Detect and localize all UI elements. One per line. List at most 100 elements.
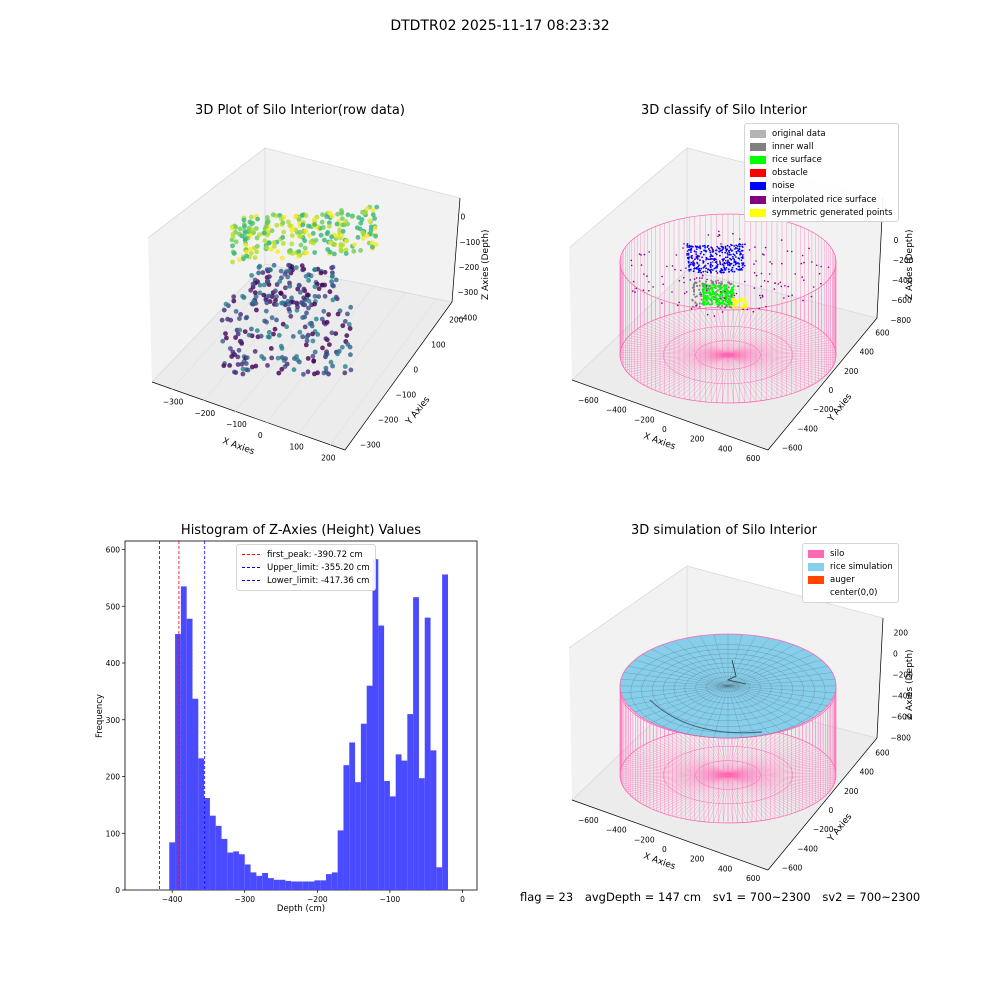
- panel2-y-tick-3: 0: [829, 386, 834, 395]
- panel2-legend: original data inner wall rice surface obsta…: [744, 123, 899, 223]
- panel2-noise-point: [723, 268, 726, 271]
- panel1-point: [358, 220, 364, 226]
- panel2-interp-point: [640, 264, 643, 266]
- panel1-point: [293, 213, 299, 219]
- panel1-point: [276, 370, 282, 376]
- panel3-bar-30: [337, 830, 344, 890]
- panel1-point: [237, 338, 243, 344]
- panel3-ref-lines: [159, 541, 206, 890]
- panel2-interp-point: [643, 273, 645, 275]
- panel1-point: [286, 262, 291, 268]
- panel4-z-tick-0: 200: [894, 629, 909, 638]
- panel1-point: [301, 295, 307, 301]
- panel1-point: [221, 363, 227, 369]
- panel2-rice-points: [630, 230, 830, 358]
- panel1-point: [302, 245, 308, 251]
- panel2-interp-point: [760, 285, 762, 288]
- panel2-interp-point: [695, 304, 698, 307]
- panel1-point: [345, 311, 350, 317]
- panel3-x-tick-2: −200: [307, 895, 328, 904]
- panel4-y-ticks: −600 −400 −200 0 200 400 600: [782, 749, 890, 873]
- panel2-wall-point: [694, 295, 697, 298]
- panel2-noise-point: [718, 247, 720, 250]
- panel2-noise-point: [699, 259, 701, 261]
- panel1-point: [311, 358, 317, 364]
- panel1-point: [233, 309, 239, 314]
- panel2-noise-point: [739, 253, 742, 256]
- panel1-point: [220, 338, 226, 344]
- panel1-point: [339, 233, 345, 238]
- panel2-rice-point: [732, 284, 735, 287]
- panel3-bar-33: [355, 782, 361, 890]
- panel1-point: [297, 283, 302, 288]
- panel1-point: [340, 323, 346, 329]
- panel2-z-tick-4: −800: [890, 316, 911, 325]
- panel2-zlabel: Z Axies (Depth): [905, 229, 915, 300]
- panel3-x-tick-3: −100: [380, 895, 401, 904]
- panel2-noise-point: [728, 251, 731, 254]
- panel2-rice-point: [705, 292, 708, 294]
- panel2-noise-point: [740, 256, 743, 259]
- panel2-noise-point: [698, 271, 701, 273]
- panel2-wall-point: [691, 305, 694, 308]
- panel1-point: [323, 336, 329, 342]
- panel1-point: [279, 355, 285, 360]
- panel2-interp-point: [630, 259, 633, 262]
- panel1-point: [279, 346, 285, 351]
- panel3-bar-24: [302, 881, 309, 890]
- panel2-rice-point: [702, 294, 705, 297]
- panel1-point: [253, 294, 259, 299]
- panel2-wall-point: [694, 301, 697, 304]
- panel2-interp-point: [698, 277, 701, 279]
- panel2-interp-point: [773, 288, 776, 290]
- panel1-point: [274, 282, 280, 287]
- panel1-point: [275, 249, 280, 255]
- panel2-silo-wireframe: [619, 213, 837, 404]
- panel2-noise-point: [716, 272, 719, 274]
- panel1-point: [372, 216, 377, 221]
- panel2-interp-point: [711, 250, 714, 253]
- panel1-point: [258, 333, 264, 339]
- panel1-point: [256, 270, 261, 276]
- panel3-bars: [140, 559, 448, 890]
- panel2-noise-point: [743, 264, 746, 267]
- panel2-interp-point: [755, 274, 758, 277]
- panel2-legend-swatch-3: [750, 169, 766, 178]
- panel1-point: [297, 230, 303, 235]
- panel2-noise-point: [741, 254, 744, 256]
- panel3-legend-label-0: first_peak: -390.72 cm: [267, 549, 363, 560]
- panel2-interp-point: [714, 261, 717, 264]
- panel1-point: [319, 219, 325, 225]
- panel2-interp-point: [794, 273, 796, 275]
- panel2-interp-point: [692, 260, 695, 262]
- panel1-point: [295, 304, 300, 310]
- panel2-wall-point: [698, 288, 701, 291]
- panel2-interp-point: [678, 280, 681, 282]
- panel1-point: [330, 363, 335, 369]
- panel2-interp-point: [737, 285, 739, 288]
- panel2-wall-point: [691, 286, 694, 289]
- panel2-noise-point: [690, 255, 693, 257]
- panel1-point: [304, 292, 310, 298]
- panel3-bar-23: [297, 881, 303, 890]
- panel1-point: [340, 242, 346, 248]
- panel2-noise-point: [738, 243, 740, 246]
- panel2-sym-point: [735, 306, 738, 310]
- panel2-noise-point: [742, 266, 744, 269]
- panel2-rice-point: [715, 301, 717, 304]
- panel1-point: [288, 248, 293, 253]
- panel1-point: [246, 332, 252, 338]
- panel3-y-tick-5: 500: [106, 602, 121, 611]
- panel1-point: [244, 253, 250, 259]
- panel2-rice-point: [711, 301, 714, 304]
- panel2-interp-point: [764, 246, 767, 249]
- panel3-bar-9: [215, 825, 222, 890]
- panel2-noise-point: [687, 257, 690, 260]
- panel1-z-tick-1: −100: [460, 238, 481, 247]
- panel2-noise-point: [690, 247, 693, 250]
- panel1-z-tick-0: 0: [461, 213, 466, 222]
- panel2-wall-point: [698, 280, 701, 283]
- panel2-interp-point: [701, 274, 704, 277]
- panel2-legend-item-3: obstacle: [750, 167, 893, 180]
- panel2-rice-point: [712, 298, 715, 301]
